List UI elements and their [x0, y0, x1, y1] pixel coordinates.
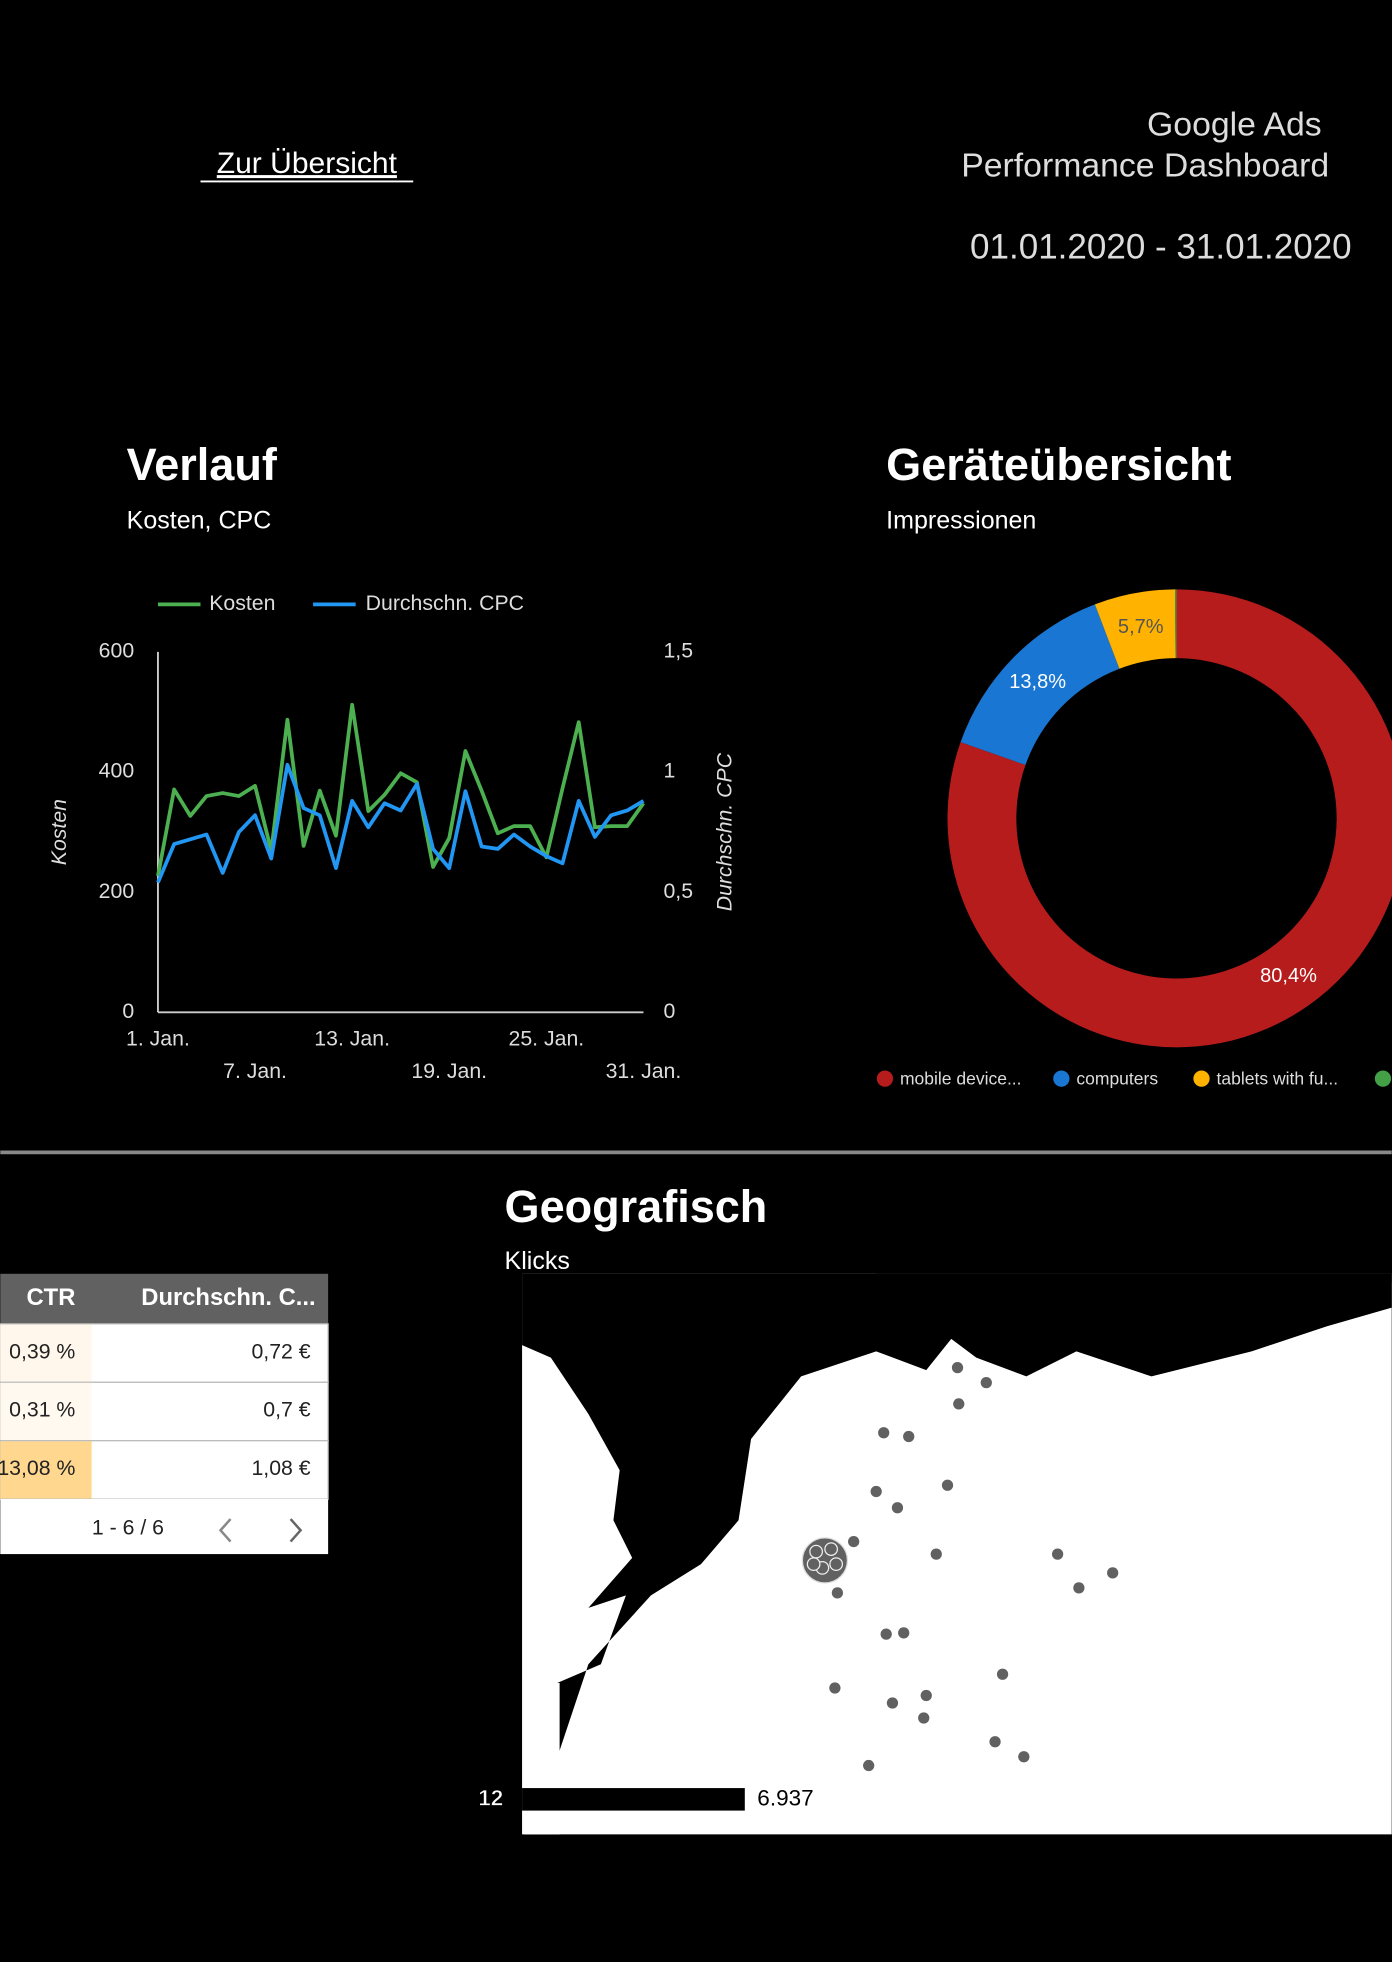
- x-tick-label: 19. Jan.: [411, 1059, 487, 1083]
- map-marker: [1073, 1582, 1085, 1594]
- map-marker: [891, 1502, 904, 1514]
- heat-cell: [0, 1324, 92, 1382]
- pie-slice: [1175, 589, 1177, 659]
- map-marker: [878, 1427, 890, 1439]
- table-cell: 1,08 €: [251, 1456, 310, 1480]
- map-marker: [918, 1712, 930, 1724]
- scale-bar: [522, 1788, 745, 1811]
- scale-min: 12: [478, 1785, 503, 1810]
- map-marker: [870, 1485, 882, 1498]
- legend-dot: [1193, 1070, 1210, 1087]
- x-tick-label: 25. Jan.: [509, 1026, 585, 1050]
- legend-dot: [876, 1070, 894, 1087]
- map: [522, 1273, 1392, 1840]
- y-tick-label: 400: [99, 759, 134, 783]
- legend-dot: [1374, 1070, 1392, 1087]
- map-marker: [953, 1398, 965, 1410]
- column-header: Durchschn. C...: [141, 1284, 315, 1311]
- y2-tick-label: 1: [663, 759, 675, 783]
- heat-cell: [0, 1382, 92, 1441]
- x-tick-label: 7. Jan.: [223, 1059, 287, 1083]
- map-marker: [898, 1627, 910, 1639]
- x-tick-label: 13. Jan.: [314, 1026, 390, 1050]
- map-marker: [886, 1697, 899, 1709]
- table-header: [0, 1273, 329, 1324]
- scale-max: 6.937: [757, 1785, 813, 1810]
- header-title: Performance Dashboard: [961, 147, 1329, 185]
- pie-slice: [947, 589, 1392, 1048]
- slice-label: 5,7%: [1118, 616, 1164, 638]
- y-tick-label: 600: [99, 639, 134, 663]
- y-tick-label: 0: [122, 999, 134, 1023]
- section-title: Geografisch: [505, 1181, 768, 1232]
- legend-label: Kosten: [209, 591, 275, 615]
- map-sea: [522, 1273, 1392, 1840]
- y-axis-label: Kosten: [47, 799, 71, 865]
- chart-subtitle: Impressionen: [886, 506, 1036, 534]
- map-marker: [806, 1557, 821, 1571]
- line: [156, 702, 645, 877]
- y2-tick-label: 0,5: [663, 879, 693, 903]
- y2-tick-label: 0: [663, 999, 675, 1023]
- legend-label: Durchschn. CPC: [366, 591, 524, 615]
- chart-title: Verlauf: [127, 439, 278, 490]
- date-range: 01.01.2020 - 31.01.2020: [970, 227, 1352, 266]
- heat-cell: [0, 1441, 92, 1499]
- map-marker: [1107, 1567, 1119, 1579]
- y2-axis-label: Durchschn. CPC: [713, 752, 737, 911]
- map-marker: [941, 1479, 954, 1491]
- map-marker: [951, 1362, 964, 1374]
- map-marker: [824, 1542, 839, 1556]
- slice-label: 13,8%: [1009, 671, 1066, 693]
- legend-label: tablets with fu...: [1217, 1068, 1339, 1088]
- map-marker: [809, 1544, 824, 1559]
- pagination-bar: [0, 1499, 329, 1555]
- column-header: CTR: [27, 1284, 76, 1311]
- table-cell: 0,72 €: [251, 1339, 310, 1363]
- prev-page[interactable]: [218, 1518, 232, 1543]
- header-title: Google Ads: [1147, 105, 1322, 143]
- x-tick-label: 31. Jan.: [606, 1059, 682, 1083]
- x-tick-label: 1. Jan.: [126, 1026, 190, 1050]
- chart-subtitle: Kosten, CPC: [127, 506, 272, 534]
- line: [156, 762, 645, 884]
- legend-label: computers: [1076, 1068, 1158, 1088]
- slice-label: 80,4%: [1260, 965, 1317, 987]
- pie-slice: [1094, 589, 1176, 669]
- map-marker: [863, 1759, 875, 1772]
- section-subtitle: Klicks: [505, 1247, 570, 1275]
- legend-dot: [1053, 1070, 1070, 1087]
- map-marker: [989, 1736, 1001, 1748]
- map-marker: [829, 1557, 844, 1571]
- map-marker: [880, 1628, 892, 1640]
- map-marker: [848, 1535, 860, 1548]
- map-marker: [831, 1587, 844, 1599]
- map-marker: [920, 1689, 932, 1702]
- table-cell: 0,7 €: [263, 1398, 310, 1422]
- map-marker: [903, 1430, 915, 1443]
- map-land: [522, 1682, 560, 1835]
- table-cell: 0,39 %: [9, 1339, 75, 1363]
- chart-title: Geräteübersicht: [886, 439, 1231, 490]
- table-cell: 13,08 %: [0, 1456, 75, 1480]
- table-cell: 0,31 %: [9, 1398, 75, 1422]
- map-marker: [930, 1548, 942, 1560]
- legend-label: mobile device...: [900, 1068, 1022, 1088]
- y2-tick-label: 1,5: [663, 639, 693, 663]
- y-tick-label: 200: [99, 879, 134, 903]
- map-marker: [1018, 1751, 1030, 1763]
- pagination: 1 - 6 / 6: [92, 1516, 164, 1540]
- next-page[interactable]: [289, 1518, 303, 1543]
- pie-slice: [960, 604, 1120, 766]
- overview-link[interactable]: Zur Übersicht: [217, 147, 398, 180]
- map-marker: [980, 1377, 992, 1389]
- map-marker: [829, 1682, 841, 1694]
- map-marker: [1051, 1548, 1064, 1560]
- map-markers: [801, 1362, 1119, 1772]
- map-marker: [996, 1668, 1009, 1680]
